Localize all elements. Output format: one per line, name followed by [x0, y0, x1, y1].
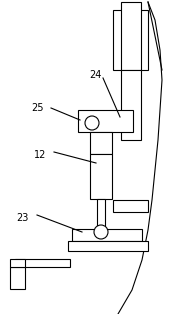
Text: 12: 12 [34, 150, 46, 160]
Bar [90, 154, 112, 199]
Bar [78, 110, 133, 132]
Bar [68, 241, 148, 251]
Bar [90, 132, 112, 154]
Text: 25: 25 [32, 103, 44, 113]
Bar [10, 259, 25, 267]
Bar [113, 200, 148, 212]
Bar [113, 10, 148, 70]
Text: 24: 24 [89, 70, 101, 80]
Bar [97, 199, 105, 229]
Bar [15, 259, 70, 267]
Bar [121, 70, 141, 140]
Bar [72, 229, 142, 241]
Circle shape [94, 225, 108, 239]
Text: 23: 23 [16, 213, 28, 223]
Bar [121, 2, 141, 70]
Circle shape [85, 116, 99, 130]
Bar [10, 267, 25, 289]
